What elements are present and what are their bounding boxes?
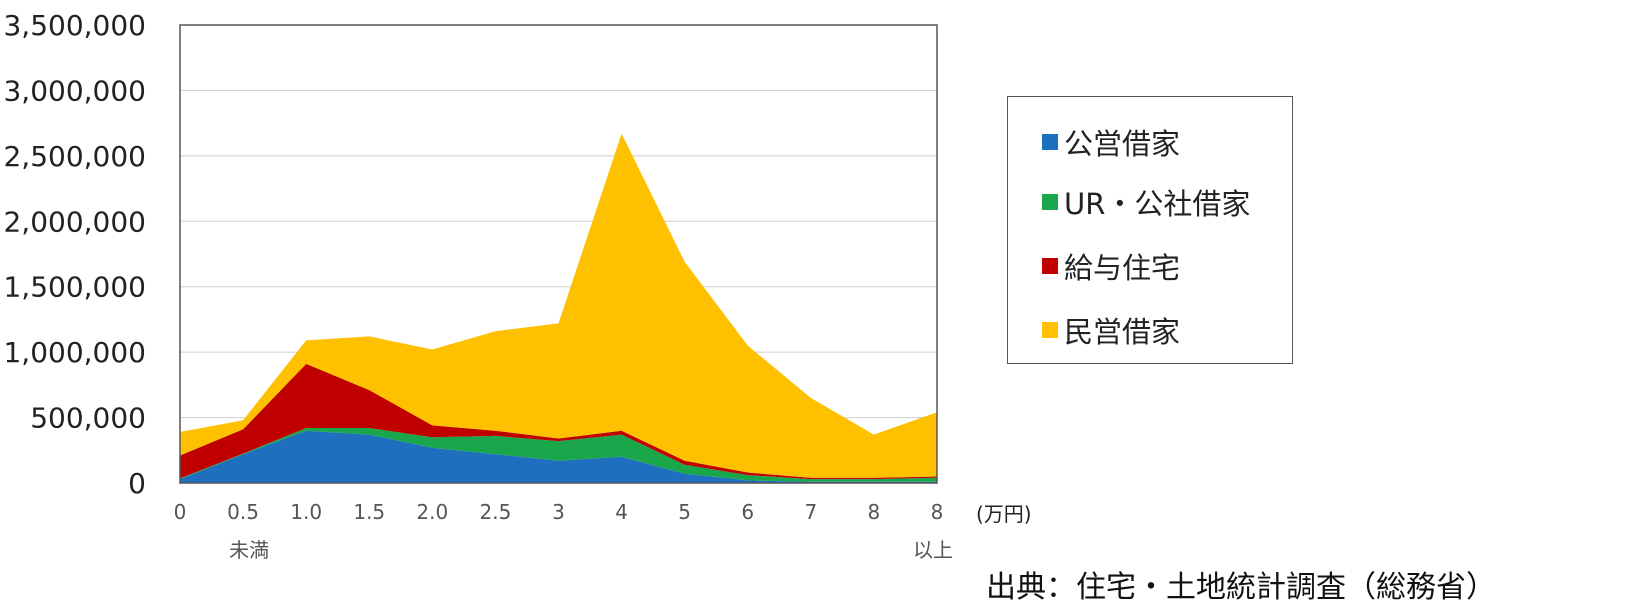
legend-swatch-public-housing bbox=[1042, 134, 1058, 150]
legend-label-public-housing: 公営借家 bbox=[1064, 127, 1181, 161]
y-tick-label: 3,000,000 bbox=[3, 74, 146, 107]
x-tick-label: 7 bbox=[804, 500, 817, 524]
x-tick-label: 8 bbox=[868, 500, 881, 524]
legend-label-company-housing: 給与住宅 bbox=[1064, 251, 1181, 285]
x-tick-label: 8 bbox=[931, 500, 944, 524]
x-tick-label: 5 bbox=[678, 500, 691, 524]
legend-swatch-ur-housing bbox=[1042, 194, 1058, 210]
y-tick-label: 500,000 bbox=[30, 402, 146, 435]
source-credit: 出典：住宅・土地統計調査（総務省） bbox=[986, 570, 1496, 605]
y-axis: 0 500,000 1,000,000 1,500,000 2,000,000 2,500… bbox=[3, 9, 146, 500]
x-tick-label: 2.5 bbox=[480, 500, 512, 524]
x-tick-label: 3 bbox=[552, 500, 565, 524]
x-tick-label: 4 bbox=[615, 500, 628, 524]
legend-item-ur-housing: UR・公社借家 bbox=[1042, 181, 1250, 223]
x-tick-label: 1.5 bbox=[353, 500, 385, 524]
legend-label-private-rental: 民営借家 bbox=[1064, 315, 1181, 349]
y-tick-label: 3,500,000 bbox=[3, 9, 146, 42]
x-unit-label: (万円) bbox=[976, 502, 1032, 526]
x-tick-label: 1.0 bbox=[290, 500, 322, 524]
x-tick-sublabel: 以上 bbox=[913, 538, 953, 562]
legend-item-company-housing: 給与住宅 bbox=[1042, 245, 1180, 287]
area-series-1 bbox=[180, 430, 937, 483]
x-axis: 0 0.5 未満 1.0 1.5 2.0 2.5 3 4 5 6 7 8 8 以上 bbox=[174, 500, 953, 562]
x-tick-label: 6 bbox=[741, 500, 754, 524]
legend: 公営借家 UR・公社借家 給与住宅 民営借家 bbox=[1007, 96, 1293, 364]
area-series-2 bbox=[180, 428, 937, 482]
plot-frame bbox=[179, 24, 938, 484]
y-tick-label: 1,500,000 bbox=[3, 271, 146, 304]
legend-label-ur-housing: UR・公社借家 bbox=[1064, 187, 1251, 221]
x-tick-label: 0 bbox=[174, 500, 187, 524]
x-tick-label: 2.0 bbox=[416, 500, 448, 524]
legend-item-private-rental: 民営借家 bbox=[1042, 309, 1180, 351]
y-tick-label: 1,000,000 bbox=[3, 336, 146, 369]
y-tick-label: 2,500,000 bbox=[3, 140, 146, 173]
y-tick-label: 2,000,000 bbox=[3, 205, 146, 238]
area-series-3 bbox=[180, 363, 937, 480]
area-layer bbox=[180, 133, 937, 483]
area-series-4 bbox=[180, 133, 937, 478]
legend-swatch-company-housing bbox=[1042, 258, 1058, 274]
legend-swatch-private-rental bbox=[1042, 322, 1058, 338]
y-tick-label: 0 bbox=[128, 467, 146, 500]
x-tick-label: 0.5 bbox=[227, 500, 259, 524]
legend-item-public-housing: 公営借家 bbox=[1042, 121, 1180, 163]
x-tick-sublabel: 未満 bbox=[229, 538, 269, 562]
